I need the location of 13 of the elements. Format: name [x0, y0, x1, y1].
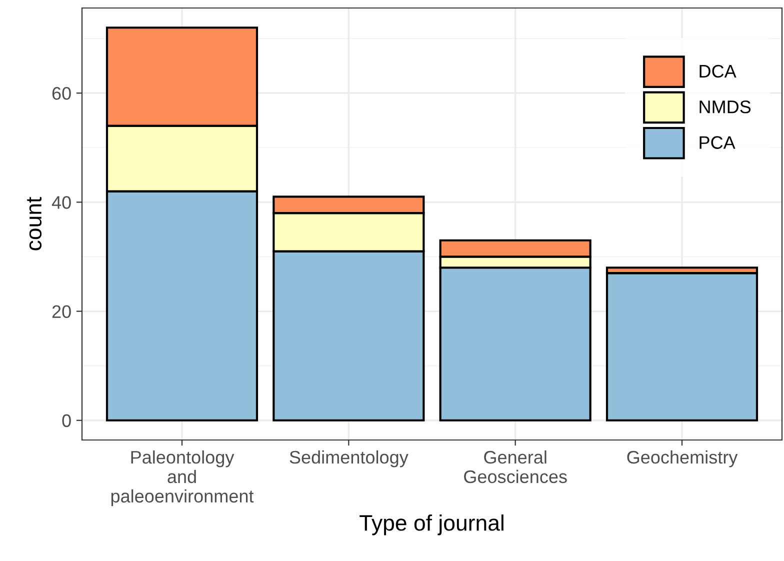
legend-label: NMDS — [700, 100, 751, 114]
legend-label: PCA — [700, 136, 736, 149]
x-tick-label: General Geosciences — [464, 450, 567, 484]
y-axis-title: count — [26, 196, 42, 250]
x-axis-title: Type of journal — [360, 514, 504, 536]
x-tick-label: Sedimentology — [290, 450, 408, 468]
legend-label: DCA — [700, 64, 736, 78]
y-tick-label: 40 — [52, 196, 71, 209]
x-tick-label: Geochemistry — [627, 450, 738, 468]
y-tick-label: 60 — [52, 87, 71, 100]
x-tick-label: Paleontology and paleoenvironment — [111, 450, 254, 506]
y-tick-label: 0 — [62, 414, 71, 428]
y-tick-label: 20 — [52, 305, 71, 318]
